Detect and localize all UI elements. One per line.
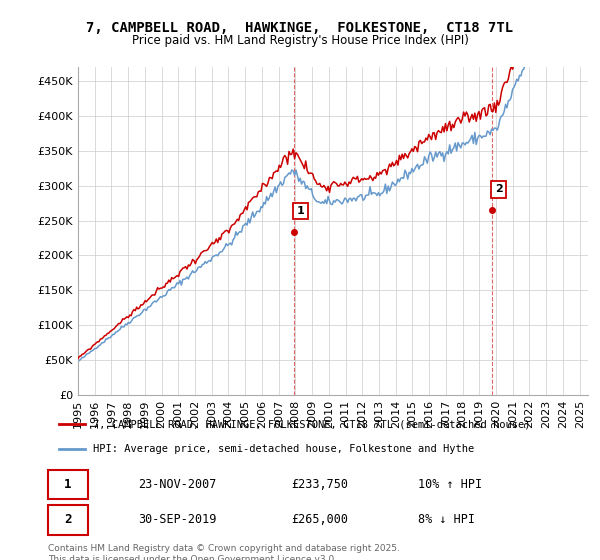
Text: Price paid vs. HM Land Registry's House Price Index (HPI): Price paid vs. HM Land Registry's House … xyxy=(131,34,469,46)
Text: 2: 2 xyxy=(494,184,502,194)
Text: 10% ↑ HPI: 10% ↑ HPI xyxy=(418,478,482,491)
Text: 7, CAMPBELL ROAD,  HAWKINGE,  FOLKESTONE,  CT18 7TL: 7, CAMPBELL ROAD, HAWKINGE, FOLKESTONE, … xyxy=(86,21,514,35)
Text: 1: 1 xyxy=(64,478,71,491)
Text: 30-SEP-2019: 30-SEP-2019 xyxy=(138,514,216,526)
Text: £265,000: £265,000 xyxy=(291,514,348,526)
Text: 2: 2 xyxy=(64,514,71,526)
FancyBboxPatch shape xyxy=(48,505,88,535)
Text: Contains HM Land Registry data © Crown copyright and database right 2025.
This d: Contains HM Land Registry data © Crown c… xyxy=(48,544,400,560)
FancyBboxPatch shape xyxy=(48,470,88,499)
Text: HPI: Average price, semi-detached house, Folkestone and Hythe: HPI: Average price, semi-detached house,… xyxy=(93,444,474,454)
Text: 7, CAMPBELL ROAD, HAWKINGE, FOLKESTONE, CT18 7TL (semi-detached house): 7, CAMPBELL ROAD, HAWKINGE, FOLKESTONE, … xyxy=(93,419,530,430)
Text: 23-NOV-2007: 23-NOV-2007 xyxy=(138,478,216,491)
Text: £233,750: £233,750 xyxy=(291,478,348,491)
Text: 1: 1 xyxy=(296,206,304,216)
Text: 8% ↓ HPI: 8% ↓ HPI xyxy=(418,514,475,526)
